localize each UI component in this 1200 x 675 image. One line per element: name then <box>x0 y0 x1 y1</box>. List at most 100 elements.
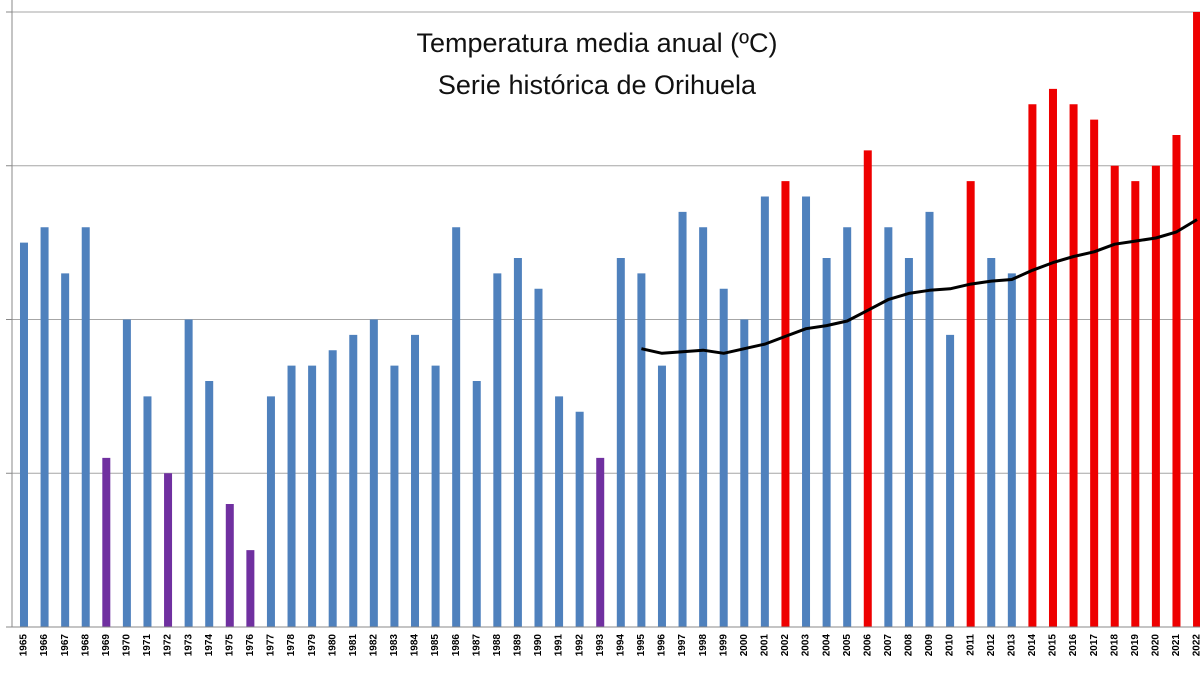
x-tick-label: 1982 <box>368 634 379 657</box>
bar <box>1131 181 1140 627</box>
x-tick-label: 2011 <box>965 634 976 656</box>
x-tick-label: 1969 <box>101 634 112 657</box>
bar <box>596 457 605 627</box>
bar <box>164 473 173 627</box>
x-tick-label: 2000 <box>739 634 750 657</box>
trend-line <box>641 218 1198 355</box>
x-tick-label: 1992 <box>574 634 585 657</box>
x-tick-label: 1976 <box>245 634 256 657</box>
x-tick-label: 2009 <box>924 634 935 657</box>
bar <box>760 196 769 627</box>
bar <box>19 242 28 627</box>
bar <box>225 504 234 627</box>
x-tick-label: 1974 <box>204 634 215 657</box>
x-tick-label: 1984 <box>410 634 421 657</box>
bar <box>143 396 152 627</box>
x-tick-label: 2019 <box>1130 634 1141 657</box>
x-tick-label: 2017 <box>1089 634 1100 657</box>
x-tick-label: 2013 <box>1006 634 1017 657</box>
bar <box>266 396 275 627</box>
x-tick-label: 2021 <box>1171 634 1182 657</box>
chart-subtitle: Serie histórica de Orihuela <box>438 70 757 100</box>
bar <box>472 381 481 627</box>
bar <box>781 181 790 627</box>
bar <box>637 273 646 627</box>
x-tick-label: 2001 <box>760 634 771 657</box>
x-tick-label: 1985 <box>430 634 441 657</box>
bar <box>904 258 913 627</box>
x-tick-label: 1970 <box>122 634 133 657</box>
x-tick-label: 1991 <box>554 634 565 657</box>
bar <box>863 150 872 627</box>
x-tick-label: 2004 <box>821 634 832 657</box>
x-tick-label: 1983 <box>389 634 400 657</box>
x-tick-label: 1987 <box>471 634 482 657</box>
bar <box>452 227 461 627</box>
x-tick-label: 2015 <box>1048 634 1059 657</box>
x-tick-label: 1995 <box>636 634 647 657</box>
x-tick-label: 1997 <box>677 634 688 657</box>
x-tick-label: 1979 <box>307 634 318 657</box>
bar <box>308 365 317 627</box>
x-tick-label: 2010 <box>945 634 956 657</box>
bar <box>925 211 934 627</box>
bar <box>328 350 337 627</box>
x-tick-label: 1975 <box>224 634 235 657</box>
bar <box>205 381 214 627</box>
x-tick-label: 2020 <box>1151 634 1162 657</box>
bar <box>822 258 831 627</box>
bar <box>102 457 111 627</box>
bar <box>1110 165 1119 627</box>
bar <box>987 258 996 627</box>
x-tick-label: 1999 <box>718 634 729 657</box>
bar <box>616 258 625 627</box>
x-tick-label: 2006 <box>862 634 873 657</box>
bar <box>555 396 564 627</box>
x-tick-label: 1973 <box>183 634 194 657</box>
x-tick-label: 1968 <box>80 634 91 657</box>
bar <box>1069 104 1078 627</box>
x-tick-label: 2022 <box>1192 634 1200 657</box>
bar <box>122 319 131 627</box>
bar <box>246 550 255 627</box>
x-tick-label: 1981 <box>348 634 359 657</box>
x-tick-label: 1978 <box>286 634 297 657</box>
bar <box>40 227 49 627</box>
bar <box>1048 88 1057 627</box>
bar <box>719 288 728 627</box>
x-tick-label: 1972 <box>163 634 174 657</box>
bar <box>81 227 90 627</box>
bar <box>287 365 296 627</box>
x-tick-label: 1986 <box>451 634 462 657</box>
x-tick-label: 2007 <box>883 634 894 657</box>
x-tick-label: 1988 <box>492 634 503 657</box>
bar <box>884 227 893 627</box>
x-tick-label: 2002 <box>780 634 791 657</box>
x-tick-label: 2003 <box>801 634 812 657</box>
bar <box>1090 119 1099 627</box>
bar <box>1151 165 1160 627</box>
bar <box>513 258 522 627</box>
x-tick-label: 2005 <box>842 634 853 657</box>
x-tick-label: 1989 <box>513 634 524 657</box>
bar <box>349 334 358 627</box>
x-tick-label: 2018 <box>1109 634 1120 657</box>
bar <box>534 288 543 627</box>
x-tick-label: 2014 <box>1027 634 1038 657</box>
x-tick-label: 1980 <box>327 634 338 657</box>
bar <box>657 365 666 627</box>
bar <box>678 211 687 627</box>
bar <box>493 273 502 627</box>
bar <box>1028 104 1037 627</box>
bar <box>802 196 811 627</box>
bar <box>740 319 749 627</box>
x-tick-label: 2008 <box>904 634 915 657</box>
bar <box>1007 273 1016 627</box>
x-tick-label: 1967 <box>60 634 71 657</box>
bar <box>946 334 955 627</box>
x-tick-label: 1990 <box>533 634 544 657</box>
bar <box>61 273 70 627</box>
bar <box>411 334 420 627</box>
x-tick-label: 1994 <box>615 634 626 657</box>
